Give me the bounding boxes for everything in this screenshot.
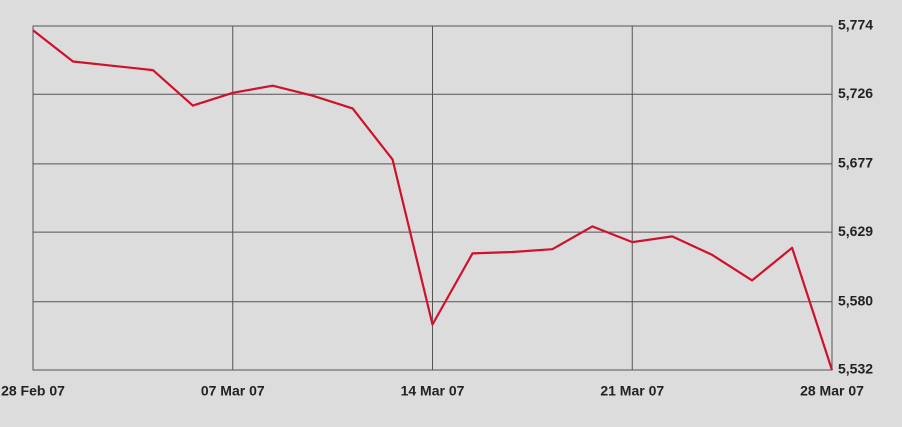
x-tick-label: 28 Feb 07 [1,383,65,399]
y-tick-label: 5,677 [838,155,873,171]
y-tick-label: 5,726 [838,85,873,101]
x-tick-label: 14 Mar 07 [401,383,465,399]
x-tick-label: 28 Mar 07 [800,383,864,399]
price-line [32,29,834,371]
x-tick-label: 07 Mar 07 [201,383,265,399]
y-tick-label: 5,532 [838,361,873,377]
y-tick-label: 5,580 [838,292,873,308]
y-tick-label: 5,629 [838,223,873,239]
x-tick-label: 21 Mar 07 [600,383,664,399]
y-tick-label: 5,774 [838,17,873,33]
